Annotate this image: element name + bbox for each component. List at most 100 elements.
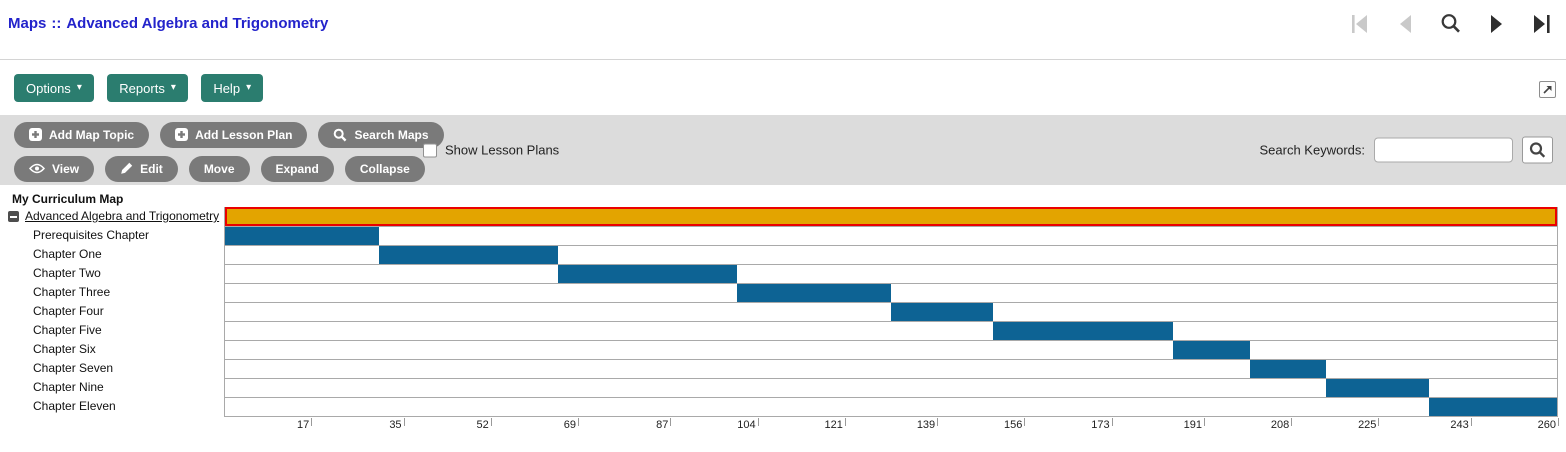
tree-topic-item[interactable]: Chapter Seven	[0, 359, 224, 378]
axis-tick-mark	[1203, 418, 1205, 426]
gantt-row	[225, 226, 1557, 245]
expand-button[interactable]: Expand	[260, 155, 334, 182]
next-page-icon[interactable]	[1487, 14, 1505, 34]
show-lesson-plans-group: Show Lesson Plans	[423, 143, 559, 158]
top-bar: Maps:: Advanced Algebra and Trigonometry	[0, 0, 1566, 60]
gantt-bar[interactable]	[993, 322, 1173, 340]
page-title: Advanced Algebra and Trigonometry	[66, 15, 329, 32]
axis-tick-label: 243	[1450, 419, 1469, 431]
move-button[interactable]: Move	[188, 155, 250, 182]
gantt-row	[225, 302, 1557, 321]
axis-tick-mark	[1111, 418, 1113, 426]
gantt-map-row[interactable]	[225, 207, 1557, 226]
chevron-down-icon: ▾	[170, 82, 176, 93]
axis-tick-label: 173	[1091, 419, 1110, 431]
zoom-search-icon[interactable]	[1440, 13, 1461, 34]
tree-topic-item[interactable]: Chapter Five	[0, 321, 224, 340]
reports-menu-button[interactable]: Reports ▾	[107, 74, 188, 102]
help-menu-button[interactable]: Help ▾	[201, 74, 264, 102]
tree-item-label: Chapter Three	[33, 285, 111, 299]
gantt-bar[interactable]	[891, 303, 994, 321]
search-keywords-group: Search Keywords:	[1259, 136, 1553, 164]
gantt-row	[225, 245, 1557, 264]
gantt-bar[interactable]	[1428, 398, 1557, 416]
first-page-icon[interactable]	[1349, 14, 1370, 34]
axis-tick-label: 225	[1358, 419, 1377, 431]
gantt-bar[interactable]	[1172, 341, 1250, 359]
tree-item-label[interactable]: Advanced Algebra and Trigonometry	[25, 209, 220, 223]
search-maps-button[interactable]: Search Maps	[318, 121, 444, 148]
tree-topic-item[interactable]: Chapter Two	[0, 264, 224, 283]
axis-tick-mark	[1291, 418, 1293, 426]
add-map-topic-button[interactable]: Add Map Topic	[14, 121, 150, 148]
tree-item-label: Chapter Five	[33, 323, 102, 337]
axis-tick-mark	[1558, 418, 1559, 426]
axis-tick-mark	[311, 418, 313, 426]
gantt-bar[interactable]	[1249, 360, 1327, 378]
expand-label: Expand	[275, 161, 319, 176]
tree-topic-item[interactable]: Chapter Four	[0, 302, 224, 321]
gantt-axis: 17 35 52 69 87 104 121 139 156 173 191 208 225 243 260	[224, 418, 1559, 434]
breadcrumb-separator: ::	[51, 15, 62, 32]
plus-icon	[175, 128, 189, 141]
gantt-chart: 17 35 52 69 87 104 121 139 156 173 191 208 225 243 260	[224, 193, 1559, 434]
tree-topic-item[interactable]: Chapter One	[0, 245, 224, 264]
open-in-new-window-icon[interactable]	[1539, 81, 1556, 98]
axis-tick-mark	[844, 418, 846, 426]
gantt-bar[interactable]	[378, 246, 558, 264]
last-page-icon[interactable]	[1531, 14, 1552, 34]
axis-tick-mark	[670, 418, 672, 426]
axis-tick-label: 139	[916, 419, 936, 431]
axis-tick-label: 208	[1270, 419, 1290, 431]
previous-page-icon[interactable]	[1396, 14, 1414, 34]
gantt-rows	[224, 207, 1558, 417]
axis-tick-mark	[1024, 418, 1026, 426]
tree-topic-item[interactable]: Chapter Eleven	[0, 397, 224, 416]
tree-topic-item[interactable]: Chapter Three	[0, 283, 224, 302]
tree-topic-item[interactable]: Prerequisites Chapter	[0, 226, 224, 245]
eye-icon	[29, 163, 45, 174]
tree-item-label: Chapter Six	[33, 342, 96, 356]
add-map-topic-label: Add Map Topic	[49, 127, 135, 142]
tree-item-label: Chapter Eleven	[33, 399, 116, 413]
options-menu-button[interactable]: Options ▾	[14, 74, 94, 102]
tree-item-label: Chapter Two	[33, 266, 101, 280]
gantt-row	[225, 283, 1557, 302]
gantt-bar[interactable]	[558, 265, 738, 283]
add-lesson-plan-button[interactable]: Add Lesson Plan	[160, 121, 308, 148]
move-label: Move	[203, 161, 235, 176]
toolbar: Add Map Topic Add Lesson Plan Search Map…	[0, 115, 1566, 185]
show-lesson-plans-checkbox[interactable]	[423, 143, 437, 157]
gantt-row	[225, 340, 1557, 359]
toolbar-row-1: Add Map Topic Add Lesson Plan Search Map…	[14, 121, 1566, 148]
collapse-button[interactable]: Collapse	[344, 155, 425, 182]
reports-menu-label: Reports	[119, 80, 165, 96]
gantt-bar[interactable]	[225, 227, 379, 245]
breadcrumb-maps-link[interactable]: Maps	[8, 15, 47, 32]
gantt-bar[interactable]	[737, 284, 891, 302]
search-icon	[1529, 142, 1546, 158]
axis-tick-mark	[490, 418, 492, 426]
axis-tick-mark	[937, 418, 939, 426]
edit-button[interactable]: Edit	[105, 155, 178, 182]
search-keywords-input[interactable]	[1374, 137, 1513, 163]
pencil-icon	[121, 162, 133, 174]
gantt-bar[interactable]	[1326, 379, 1429, 397]
gantt-row	[225, 378, 1557, 397]
tree-topic-item[interactable]: Chapter Six	[0, 340, 224, 359]
gantt-row	[225, 321, 1557, 340]
gantt-row	[225, 264, 1557, 283]
view-button[interactable]: View	[14, 155, 95, 182]
axis-tick-label: 156	[1004, 419, 1023, 431]
search-keywords-label: Search Keywords:	[1259, 142, 1366, 158]
breadcrumb: Maps:: Advanced Algebra and Trigonometry	[8, 15, 328, 32]
map-content: My Curriculum Map Advanced Algebra and T…	[0, 193, 1566, 434]
search-submit-button[interactable]	[1522, 136, 1553, 164]
toolbar-row-2: View Edit Move Expand Collapse	[14, 155, 1566, 182]
axis-tick-label: 104	[737, 419, 756, 431]
tree-map-item[interactable]: Advanced Algebra and Trigonometry	[0, 207, 224, 226]
chevron-down-icon: ▾	[246, 82, 252, 93]
collapse-toggle-icon[interactable]	[8, 211, 19, 222]
tree-topic-item[interactable]: Chapter Nine	[0, 378, 224, 397]
